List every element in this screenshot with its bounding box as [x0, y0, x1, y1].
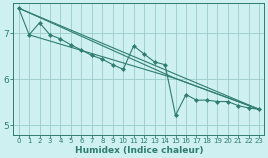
- X-axis label: Humidex (Indice chaleur): Humidex (Indice chaleur): [75, 146, 203, 155]
